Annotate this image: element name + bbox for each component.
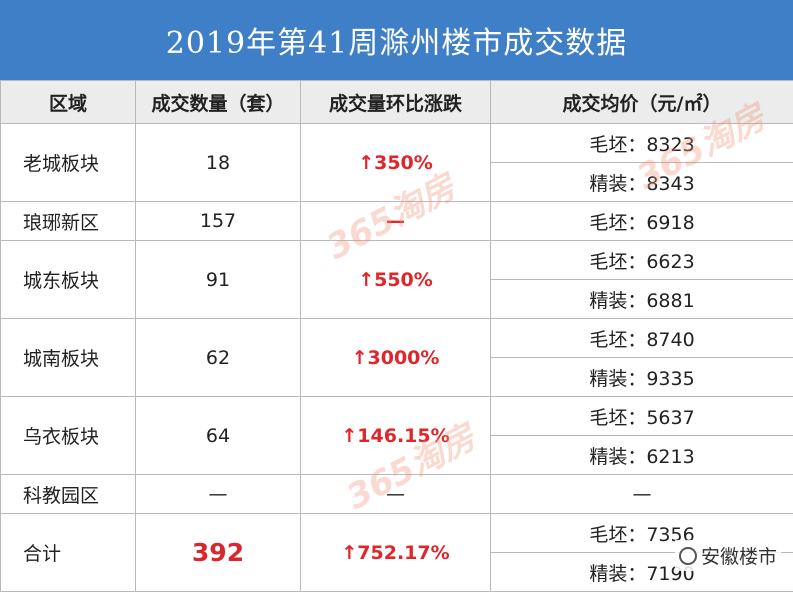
price-cell: 毛坯：5637 [491, 397, 793, 436]
table-row: 乌衣板块 64 ↑146.15% 毛坯：5637 [1, 397, 793, 436]
price-cell: 精装：6213 [491, 436, 793, 475]
header-change: 成交量环比涨跌 [301, 81, 491, 124]
header-row: 区域 成交数量（套） 成交量环比涨跌 成交均价（元/㎡） [1, 81, 793, 124]
count-cell: — [136, 475, 301, 514]
total-count: 392 [136, 514, 301, 592]
change-cell: ↑146.15% [301, 397, 491, 475]
table-row: 科教园区 — — — [1, 475, 793, 514]
price-cell: 毛坯：8740 [491, 319, 793, 358]
price-cell: 精装：8343 [491, 163, 793, 202]
change-cell: — [301, 475, 491, 514]
badge-label: 安徽楼市 [701, 542, 777, 569]
change-cell: ↑550% [301, 241, 491, 319]
price-cell: 毛坯：8323 [491, 124, 793, 163]
change-cell: ↑350% [301, 124, 491, 202]
region-cell: 城东板块 [1, 241, 136, 319]
count-cell: 64 [136, 397, 301, 475]
header-count: 成交数量（套） [136, 81, 301, 124]
header-region: 区域 [1, 81, 136, 124]
region-cell: 老城板块 [1, 124, 136, 202]
price-cell: 精装：6881 [491, 280, 793, 319]
price-cell: 精装：9335 [491, 358, 793, 397]
table-row: 城东板块 91 ↑550% 毛坯：6623 [1, 241, 793, 280]
count-cell: 157 [136, 202, 301, 241]
price-cell: 毛坯：6918 [491, 202, 793, 241]
data-table: 区域 成交数量（套） 成交量环比涨跌 成交均价（元/㎡） 老城板块 18 ↑35… [0, 80, 793, 592]
price-cell: 毛坯：6623 [491, 241, 793, 280]
table-row: 琅琊新区 157 — 毛坯：6918 [1, 202, 793, 241]
source-badge: 安徽楼市 [675, 540, 781, 571]
table-row: 老城板块 18 ↑350% 毛坯：8323 [1, 124, 793, 163]
price-cell: — [491, 475, 793, 514]
region-cell: 乌衣板块 [1, 397, 136, 475]
total-change: ↑752.17% [301, 514, 491, 592]
total-label: 合计 [1, 514, 136, 592]
region-cell: 城南板块 [1, 319, 136, 397]
region-cell: 琅琊新区 [1, 202, 136, 241]
header-price: 成交均价（元/㎡） [491, 81, 793, 124]
count-cell: 62 [136, 319, 301, 397]
change-cell: ↑3000% [301, 319, 491, 397]
wechat-icon [679, 547, 697, 565]
change-cell: — [301, 202, 491, 241]
count-cell: 18 [136, 124, 301, 202]
page-title: 2019年第41周滁州楼市成交数据 [0, 0, 793, 80]
region-cell: 科教园区 [1, 475, 136, 514]
count-cell: 91 [136, 241, 301, 319]
table-row: 城南板块 62 ↑3000% 毛坯：8740 [1, 319, 793, 358]
